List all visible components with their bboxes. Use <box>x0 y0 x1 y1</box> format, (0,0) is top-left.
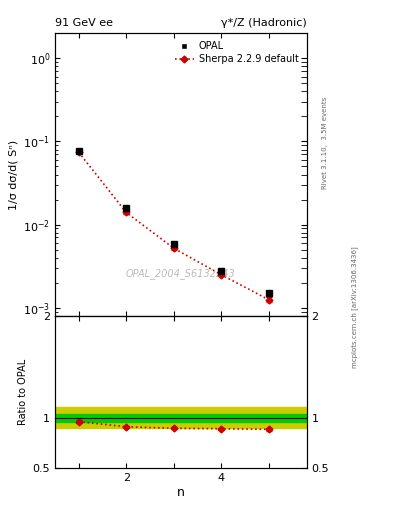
Legend: OPAL, Sherpa 2.2.9 default: OPAL, Sherpa 2.2.9 default <box>172 38 302 67</box>
Text: mcplots.cern.ch [arXiv:1306.3436]: mcplots.cern.ch [arXiv:1306.3436] <box>352 246 358 368</box>
Text: γ*/Z (Hadronic): γ*/Z (Hadronic) <box>221 18 307 28</box>
X-axis label: n: n <box>177 486 185 499</box>
Text: 91 GeV ee: 91 GeV ee <box>55 18 113 28</box>
Y-axis label: Ratio to OPAL: Ratio to OPAL <box>18 359 28 425</box>
Text: OPAL_2004_S6132243: OPAL_2004_S6132243 <box>126 268 236 279</box>
Y-axis label: 1/σ dσ/d( Sⁿ): 1/σ dσ/d( Sⁿ) <box>9 139 19 209</box>
Text: Rivet 3.1.10,  3.5M events: Rivet 3.1.10, 3.5M events <box>322 97 328 189</box>
